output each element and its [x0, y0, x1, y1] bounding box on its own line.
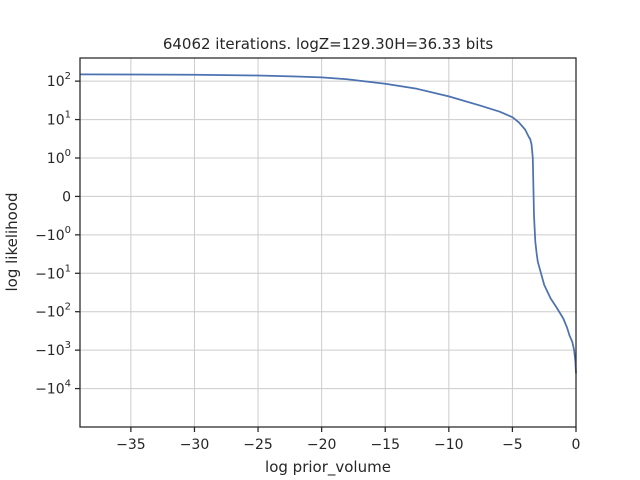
y-tick-label: −101 — [35, 263, 71, 282]
x-tick-label: −5 — [502, 437, 523, 453]
y-tick-label: 100 — [47, 148, 71, 167]
y-tick-label: 102 — [47, 71, 71, 90]
x-tick-label: −25 — [243, 437, 273, 453]
series-line — [79, 73, 577, 374]
x-tick-label: −35 — [116, 437, 146, 453]
x-tick-label: −20 — [307, 437, 337, 453]
y-axis-label: log likelihood — [3, 192, 21, 291]
y-tick-label: −100 — [35, 225, 71, 244]
y-tick-label: −104 — [35, 379, 71, 398]
series-layer — [79, 73, 577, 374]
y-tick-label: 0 — [62, 189, 71, 205]
x-axis-ticks: −35 −30 −25 −20 −15 −10 −5 0 — [116, 427, 580, 453]
y-tick-label: 101 — [47, 110, 71, 129]
x-tick-label: −15 — [370, 437, 400, 453]
x-tick-label: 0 — [572, 437, 581, 453]
grid — [80, 58, 577, 427]
chart-title: 64062 iterations. logZ=129.30H=36.33 bit… — [163, 35, 494, 53]
y-tick-label: −103 — [35, 340, 71, 359]
x-axis-label: log prior_volume — [265, 458, 391, 477]
x-tick-label: −10 — [434, 437, 464, 453]
plot-frame — [79, 57, 577, 428]
x-tick-label: −30 — [180, 437, 210, 453]
y-tick-label: −102 — [35, 302, 71, 321]
y-axis-ticks: 102 101 100 0 −100 −101 −102 −103 −104 — [35, 71, 80, 398]
